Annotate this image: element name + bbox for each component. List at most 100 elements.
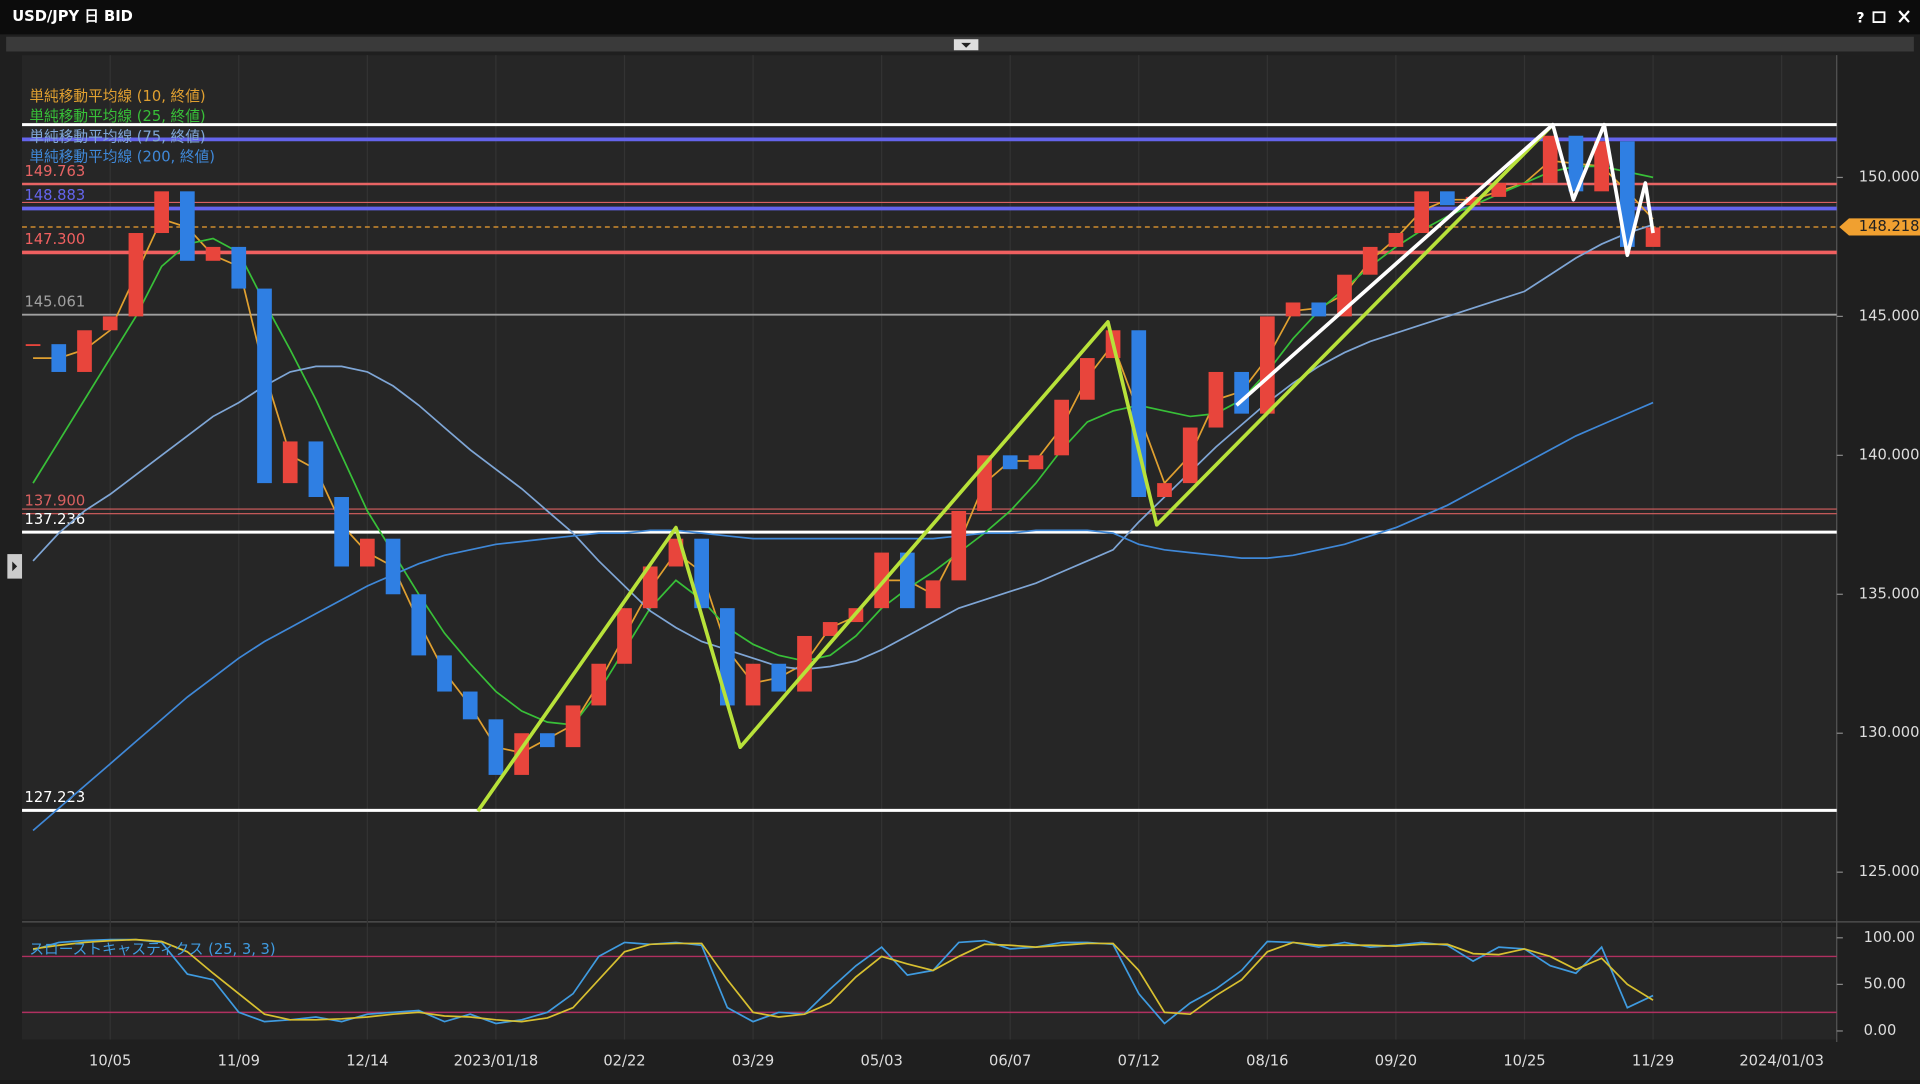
candle [797,635,812,692]
stoch-tick-label: 0.00 [1864,1022,1897,1039]
side-toggle-icon [12,561,18,572]
y-tick-label: 150.000 [1859,168,1920,185]
candle [385,538,401,595]
x-tick-label: 2024/01/03 [1739,1053,1824,1070]
window-title: USD/JPY 日 BID [12,8,133,25]
candle [1311,302,1327,317]
candle [822,622,838,636]
y-tick-label: 135.000 [1859,585,1920,602]
level-label: 127.223 [24,789,85,806]
candle [1002,455,1018,470]
trend-drawing [1235,122,1655,407]
candle [77,330,92,372]
x-tick-label: 10/05 [89,1053,131,1070]
level-label: 145.061 [24,293,85,310]
moving-average [32,223,1654,671]
candle [565,705,581,748]
candle [1362,246,1378,275]
candle [1234,371,1249,414]
legend-entry: 単純移動平均線 (10, 終値) [29,88,205,105]
candle [540,733,555,748]
candle [771,663,787,692]
candle [51,344,67,372]
moving-average [33,159,1654,754]
candle [900,552,915,609]
x-tick-label: 2023/01/18 [454,1053,539,1070]
level-label: 149.763 [24,163,85,180]
trend-drawing [476,123,1555,813]
stoch-tick-label: 50.00 [1864,975,1906,992]
x-tick-label: 05/03 [860,1053,902,1070]
candle [1568,135,1584,192]
level-label: 137.236 [24,511,85,528]
candle [411,594,427,656]
candle [1080,358,1095,400]
x-tick-label: 06/07 [989,1053,1031,1070]
candle [437,655,452,692]
candle [951,510,967,581]
close-button[interactable] [1898,10,1910,23]
x-tick-label: 08/16 [1246,1053,1288,1070]
x-tick-label: 10/25 [1503,1053,1545,1070]
moving-average [32,165,1654,726]
y-tick-label: 130.000 [1859,724,1920,741]
candle [925,580,941,609]
candle [1131,330,1147,498]
stoch-line [32,938,1654,1023]
candle [180,191,195,261]
candle [205,246,221,261]
current-price-label: 148.218 [1859,218,1920,235]
candle [308,441,324,498]
candle [745,663,761,706]
candle [231,246,247,289]
candle [1388,233,1404,247]
candle [642,566,658,609]
candle [1517,182,1532,185]
current-price-tag [1839,218,1920,236]
candle [1285,302,1301,317]
help-button[interactable]: ? [1856,10,1864,26]
maximize-button[interactable] [1872,11,1886,23]
candle [720,608,735,706]
x-tick-label: 03/29 [732,1053,774,1070]
candle [1208,371,1224,428]
x-tick-label: 11/29 [1632,1053,1674,1070]
y-tick-label: 145.000 [1859,307,1920,324]
candle [1440,191,1455,206]
candle [1260,316,1275,414]
candle [1465,196,1481,206]
x-tick-label: 09/20 [1375,1053,1417,1070]
level-label: 137.900 [24,492,85,509]
x-tick-label: 11/09 [218,1053,260,1070]
candle [1645,227,1661,247]
candle [360,538,375,567]
candle [154,191,169,234]
candle [617,608,632,664]
collapse-icon [961,42,972,48]
candle [1182,427,1198,484]
x-tick-label: 07/12 [1118,1053,1160,1070]
candle [462,691,478,720]
candle [1491,182,1507,197]
candle [257,288,272,484]
candle [488,719,504,775]
candle [334,497,349,567]
title-bar [0,0,1920,35]
level-label: 148.883 [24,187,85,204]
legend-entry: 単純移動平均線 (25, 終値) [29,108,205,125]
legend-entry: 単純移動平均線 (75, 終値) [29,128,205,145]
y-tick-label: 140.000 [1859,446,1920,463]
candle [102,316,118,331]
candle [694,538,709,609]
candle [1542,135,1558,183]
candle [1414,191,1429,234]
level-label: 147.300 [24,231,85,248]
candle [128,233,144,317]
stoch-title: スローストキャスティクス (25, 3, 3) [29,941,275,958]
moving-average [32,401,1654,832]
candle [1594,141,1609,192]
x-tick-label: 02/22 [603,1053,645,1070]
candle [1620,141,1635,247]
